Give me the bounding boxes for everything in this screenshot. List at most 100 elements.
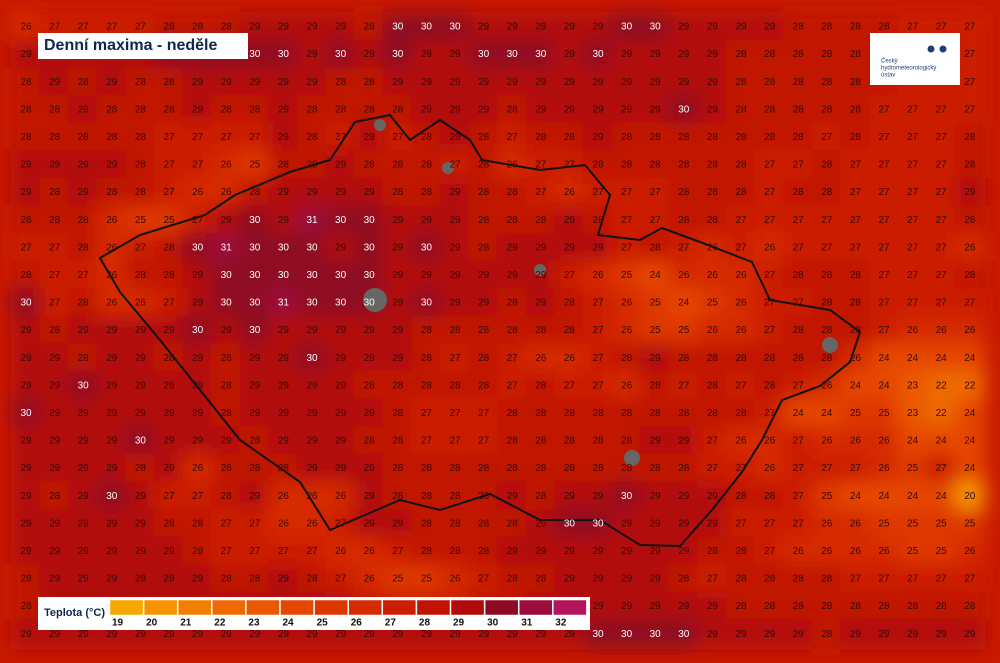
heat-cell [668, 288, 700, 318]
heat-cell [868, 288, 900, 318]
heat-cell [39, 536, 70, 567]
temperature-value: 29 [478, 298, 490, 309]
heat-cell [239, 398, 271, 429]
heat-cell [39, 343, 70, 373]
temperature-value: 27 [449, 353, 461, 364]
temperature-value: 24 [850, 491, 862, 502]
temperature-value: 29 [392, 77, 404, 88]
heat-cell [39, 481, 70, 511]
heat-cell [840, 426, 871, 456]
heat-cell [210, 371, 242, 401]
heat-cell [411, 343, 442, 373]
heat-cell [782, 426, 814, 456]
temperature-value: 29 [507, 77, 519, 88]
temperature-value: 26 [106, 270, 118, 281]
temperature-value: 29 [507, 546, 519, 557]
heat-cell [811, 260, 843, 291]
temperature-value: 30 [449, 22, 461, 33]
temperature-value: 28 [650, 408, 662, 419]
temperature-value: 28 [793, 601, 805, 612]
temperature-value: 30 [249, 215, 261, 226]
heat-cell [897, 260, 928, 291]
temperature-value: 29 [106, 160, 118, 171]
temperature-value: 28 [793, 574, 805, 585]
heat-cell [811, 426, 843, 456]
temperature-value: 28 [20, 601, 32, 612]
heat-cell [382, 205, 414, 235]
temperature-value: 26 [821, 436, 833, 447]
heat-cell [67, 67, 99, 97]
temperature-value: 29 [135, 380, 147, 391]
heat-cell [10, 122, 42, 153]
temperature-value: 27 [793, 298, 805, 309]
temperature-value: 27 [735, 518, 747, 529]
heat-cell [382, 233, 414, 263]
heat-cell [468, 398, 499, 429]
heat-cell [96, 343, 128, 373]
temperature-value: 28 [678, 574, 690, 585]
heat-cell [639, 591, 671, 622]
temperature-value: 28 [964, 601, 976, 612]
temperature-value: 29 [564, 242, 576, 253]
temperature-value: 28 [49, 187, 61, 198]
heat-cell [725, 150, 757, 180]
heat-cell [954, 288, 986, 318]
heatmap [10, 12, 986, 649]
temperature-value: 27 [964, 104, 976, 115]
heat-cell [125, 205, 156, 235]
heat-cell [697, 371, 728, 401]
temperature-value: 28 [135, 104, 147, 115]
legend-swatch [348, 599, 383, 616]
temperature-value: 28 [878, 601, 890, 612]
temperature-value: 28 [821, 629, 833, 640]
heat-cell [10, 426, 42, 456]
temperature-value: 24 [793, 408, 805, 419]
heat-cell [697, 453, 728, 484]
temperature-value: 27 [793, 160, 805, 171]
temperature-value: 29 [163, 380, 175, 391]
heat-cell [954, 536, 986, 567]
temperature-value: 29 [49, 518, 61, 529]
temperature-value: 29 [621, 104, 633, 115]
temperature-value: 26 [564, 187, 576, 198]
heat-cell [10, 536, 42, 567]
heat-cell [725, 509, 757, 539]
heat-cell [382, 509, 414, 539]
heat-cell [868, 564, 900, 594]
heat-cell [268, 260, 299, 291]
heat-cell [611, 398, 642, 429]
heat-cell [554, 481, 585, 511]
temperature-value: 28 [335, 77, 347, 88]
heat-cell [125, 343, 156, 373]
heat-cell [811, 122, 843, 153]
temperature-value: 30 [535, 49, 547, 60]
temperature-value: 26 [707, 270, 719, 281]
heat-cell [725, 315, 757, 346]
heat-cell [811, 67, 843, 97]
heat-cell [268, 288, 299, 318]
heat-cell [811, 150, 843, 180]
temperature-value: 29 [364, 49, 376, 60]
heat-cell [39, 564, 70, 594]
temperature-value: 29 [678, 546, 690, 557]
temperature-value: 28 [306, 132, 318, 143]
temperature-value: 27 [221, 132, 233, 143]
heat-cell [782, 509, 814, 539]
heat-cell [96, 315, 128, 346]
heat-cell [468, 233, 499, 263]
temperature-value: 28 [850, 49, 862, 60]
heat-cell [439, 95, 471, 125]
temperature-value: 25 [936, 546, 948, 557]
heat-cell [496, 205, 528, 235]
temperature-value: 29 [106, 436, 118, 447]
heat-cell [382, 453, 414, 484]
temperature-value: 24 [821, 408, 833, 419]
heat-cell [525, 453, 557, 484]
temperature-value: 27 [564, 380, 576, 391]
temperature-value: 29 [306, 325, 318, 336]
temperature-value: 30 [192, 325, 204, 336]
heat-cell [954, 453, 986, 484]
temperature-value: 31 [221, 242, 233, 253]
temperature-value: 27 [907, 22, 919, 33]
temperature-value: 30 [106, 491, 118, 502]
